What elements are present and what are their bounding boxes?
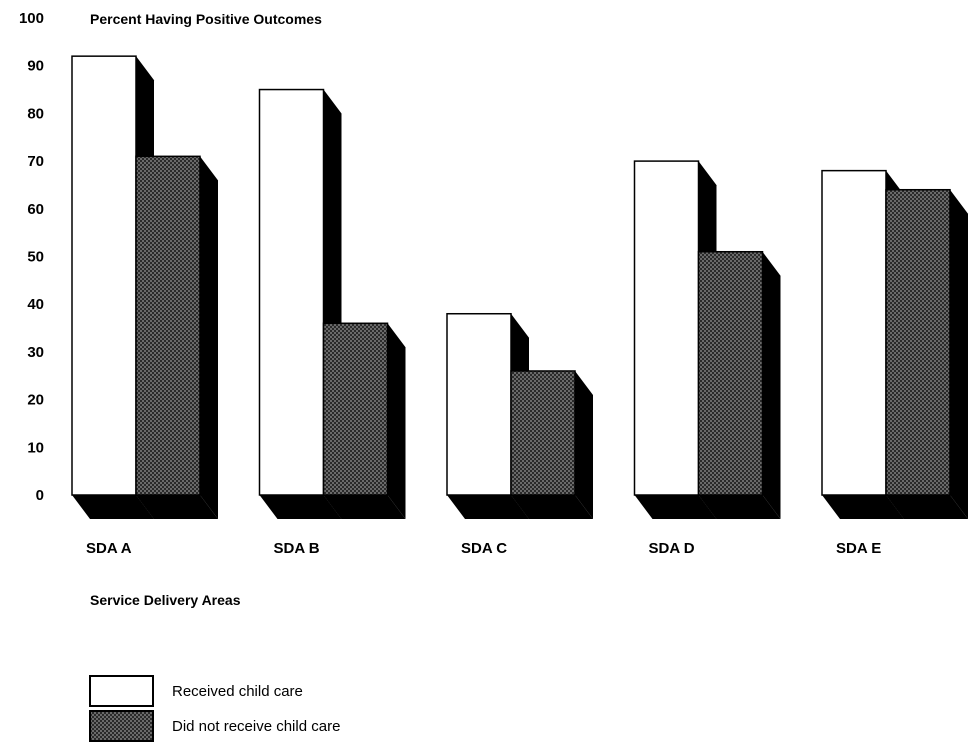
bar-sda-d-series-2 bbox=[697, 250, 781, 520]
y-tick-label: 20 bbox=[27, 392, 44, 409]
bar-sda-c-series-2 bbox=[510, 370, 593, 519]
bar-floor-shadow bbox=[323, 495, 406, 519]
bar-floor-shadow bbox=[698, 495, 781, 519]
bar-floor-shadow bbox=[72, 495, 154, 519]
y-tick-label: 0 bbox=[36, 487, 44, 504]
legend-item-1: Received child care bbox=[89, 675, 303, 707]
x-axis-title: Service Delivery Areas bbox=[90, 592, 241, 608]
bar-sda-b-series-2 bbox=[322, 322, 406, 519]
bar-floor-shadow bbox=[511, 495, 593, 519]
category-label: SDA E bbox=[836, 540, 881, 557]
y-tick-label: 10 bbox=[27, 439, 44, 456]
y-tick-label: 50 bbox=[27, 249, 44, 266]
y-tick-label: 100 bbox=[19, 10, 44, 27]
y-axis: 0 10 20 30 40 50 60 70 80 90 100 bbox=[19, 10, 44, 504]
bar-front bbox=[258, 88, 325, 496]
bar-side bbox=[950, 189, 968, 519]
legend-swatch bbox=[89, 675, 154, 707]
bar-side bbox=[387, 323, 406, 519]
bar-floor-shadow bbox=[136, 495, 218, 519]
category-label: SDA B bbox=[274, 540, 320, 557]
bar-front bbox=[322, 322, 389, 496]
bar-front bbox=[885, 188, 951, 496]
legend-swatch bbox=[89, 710, 154, 742]
bar-front bbox=[446, 312, 512, 496]
bar-floor-shadow bbox=[259, 495, 342, 519]
y-tick-label: 40 bbox=[27, 296, 44, 313]
legend-item-2: Did not receive child care bbox=[89, 710, 340, 742]
bars-group bbox=[71, 55, 968, 520]
bar-front bbox=[697, 250, 764, 496]
bar-side bbox=[200, 156, 218, 519]
category-label: SDA A bbox=[86, 540, 132, 557]
bar-floor-shadow bbox=[886, 495, 968, 519]
y-tick-label: 80 bbox=[27, 105, 44, 122]
y-axis-title: Percent Having Positive Outcomes bbox=[90, 11, 322, 27]
bar-front bbox=[821, 169, 887, 496]
bar-sda-e-series-2 bbox=[885, 188, 968, 519]
bar-floor-shadow bbox=[822, 495, 904, 519]
bar-sda-b-series-1 bbox=[258, 88, 342, 520]
y-tick-label: 30 bbox=[27, 344, 44, 361]
bar-front bbox=[510, 370, 576, 496]
bar-side bbox=[575, 370, 593, 519]
bar-front bbox=[633, 160, 700, 496]
bar-front bbox=[71, 55, 137, 496]
legend-label: Did not receive child care bbox=[172, 718, 340, 735]
bar-floor-shadow bbox=[447, 495, 529, 519]
bar-floor-shadow bbox=[634, 495, 717, 519]
category-label: SDA C bbox=[461, 540, 507, 557]
y-tick-label: 60 bbox=[27, 201, 44, 218]
bar-side bbox=[762, 251, 781, 520]
category-label: SDA D bbox=[649, 540, 695, 557]
bar-sda-a-series-2 bbox=[135, 155, 218, 519]
y-tick-label: 90 bbox=[27, 58, 44, 75]
legend: Received child care Did not receive child… bbox=[89, 675, 340, 742]
y-tick-label: 70 bbox=[27, 153, 44, 170]
category-labels: SDA A SDA B SDA C SDA D SDA E bbox=[86, 540, 881, 557]
legend-label: Received child care bbox=[172, 683, 303, 700]
bar-front bbox=[135, 155, 201, 496]
